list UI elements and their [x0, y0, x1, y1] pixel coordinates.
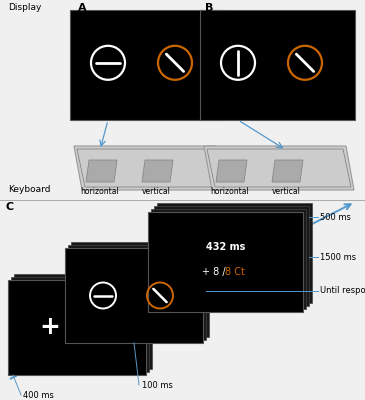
Polygon shape [77, 149, 221, 187]
Polygon shape [8, 280, 146, 375]
Text: Until response: Until response [320, 286, 365, 295]
Text: 432 ms: 432 ms [206, 242, 245, 252]
Text: 400 ms: 400 ms [23, 390, 54, 400]
Polygon shape [74, 146, 224, 190]
Polygon shape [151, 209, 306, 309]
Polygon shape [148, 212, 303, 312]
Text: vertical: vertical [142, 187, 170, 196]
Polygon shape [68, 245, 206, 340]
Text: A: A [78, 3, 87, 13]
Polygon shape [71, 242, 209, 337]
Text: 100 ms: 100 ms [142, 382, 173, 390]
Polygon shape [11, 277, 149, 372]
Polygon shape [157, 203, 312, 303]
Polygon shape [216, 160, 247, 182]
Text: B: B [205, 3, 214, 13]
Polygon shape [70, 10, 225, 120]
Polygon shape [154, 206, 309, 306]
Text: 8 Ct: 8 Ct [225, 267, 245, 277]
Polygon shape [200, 10, 355, 120]
Polygon shape [272, 160, 303, 182]
Text: Display: Display [8, 3, 41, 12]
Text: Keyboard: Keyboard [8, 185, 50, 194]
Text: C: C [5, 202, 13, 212]
Text: 500 ms: 500 ms [320, 212, 351, 222]
Polygon shape [204, 146, 354, 190]
Polygon shape [14, 274, 152, 369]
Polygon shape [65, 248, 203, 343]
Text: vertical: vertical [272, 187, 300, 196]
Polygon shape [86, 160, 117, 182]
Text: 1500 ms: 1500 ms [320, 252, 356, 262]
Polygon shape [142, 160, 173, 182]
Text: horizontal: horizontal [81, 187, 119, 196]
Text: +: + [39, 316, 60, 340]
Polygon shape [207, 149, 351, 187]
Text: + 8 /: + 8 / [202, 267, 229, 277]
Text: horizontal: horizontal [211, 187, 249, 196]
